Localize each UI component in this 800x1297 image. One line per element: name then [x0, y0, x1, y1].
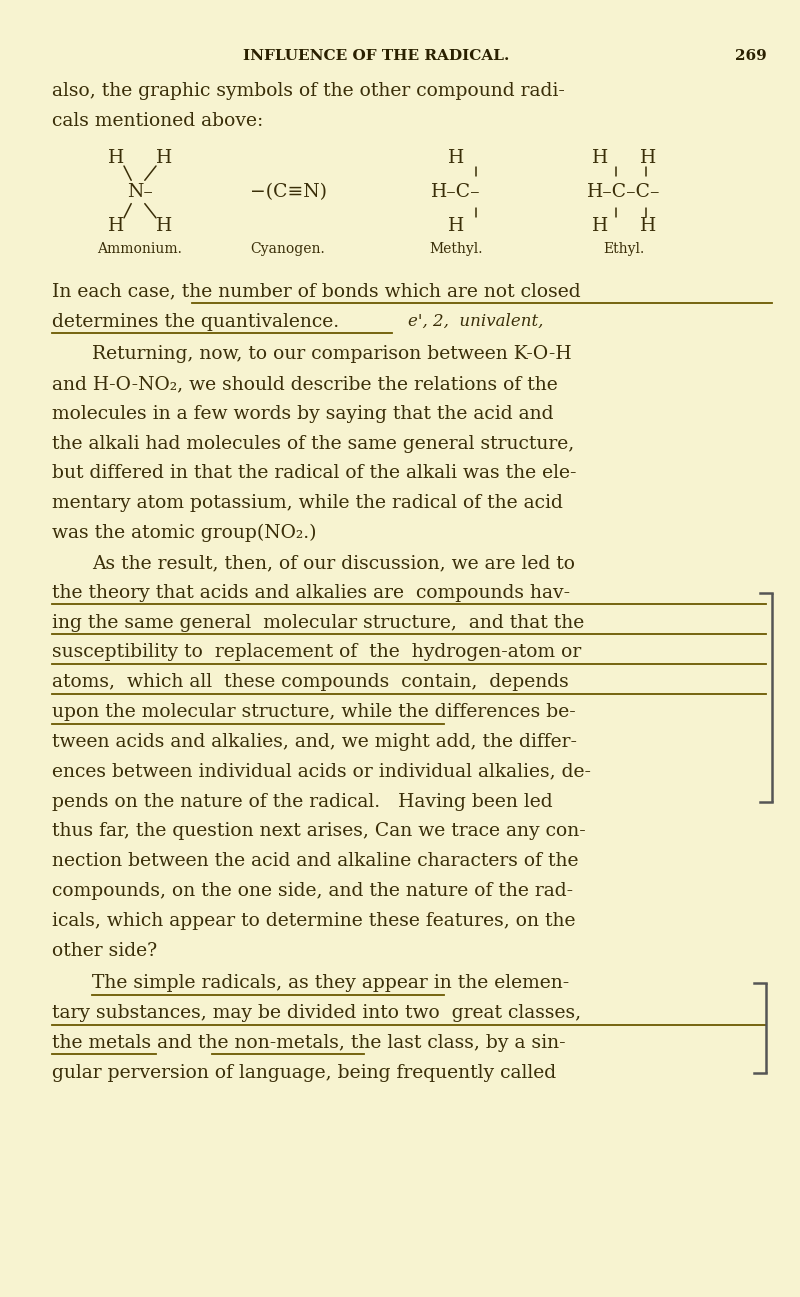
Text: Ammonium.: Ammonium.: [98, 243, 182, 256]
Text: upon the molecular structure, while the differences be-: upon the molecular structure, while the …: [52, 703, 576, 721]
Text: H: H: [108, 149, 124, 167]
Text: e', 2,  univalent,: e', 2, univalent,: [408, 313, 543, 331]
Text: Returning, now, to our comparison between K-O-H: Returning, now, to our comparison betwee…: [92, 345, 572, 363]
Text: mentary atom potassium, while the radical of the acid: mentary atom potassium, while the radica…: [52, 494, 563, 512]
Text: atoms,  which all  these compounds  contain,  depends: atoms, which all these compounds contain…: [52, 673, 569, 691]
Text: H: H: [640, 149, 656, 167]
Text: In each case, the number of bonds which are not closed: In each case, the number of bonds which …: [52, 283, 581, 301]
Text: H–C–: H–C–: [431, 183, 481, 201]
Text: As the result, then, of our discussion, we are led to: As the result, then, of our discussion, …: [92, 554, 575, 572]
Text: Ethyl.: Ethyl.: [603, 243, 645, 256]
Text: pends on the nature of the radical.   Having been led: pends on the nature of the radical. Havi…: [52, 792, 553, 811]
Text: tween acids and alkalies, and, we might add, the differ-: tween acids and alkalies, and, we might …: [52, 733, 577, 751]
Text: H–C–C–: H–C–C–: [587, 183, 661, 201]
Text: compounds, on the one side, and the nature of the rad-: compounds, on the one side, and the natu…: [52, 882, 573, 900]
Text: Methyl.: Methyl.: [430, 243, 482, 256]
Text: ing the same general  molecular structure,  and that the: ing the same general molecular structure…: [52, 613, 584, 632]
Text: molecules in a few words by saying that the acid and: molecules in a few words by saying that …: [52, 405, 554, 423]
Text: susceptibility to  replacement of  the  hydrogen-atom or: susceptibility to replacement of the hyd…: [52, 643, 582, 661]
Text: other side?: other side?: [52, 942, 157, 960]
Text: H: H: [592, 217, 608, 235]
Text: the theory that acids and alkalies are  compounds hav-: the theory that acids and alkalies are c…: [52, 584, 570, 602]
Text: and H-O-NO₂, we should describe the relations of the: and H-O-NO₂, we should describe the rela…: [52, 375, 558, 393]
Text: H: H: [108, 217, 124, 235]
Text: H: H: [156, 217, 172, 235]
Text: the alkali had molecules of the same general structure,: the alkali had molecules of the same gen…: [52, 434, 574, 453]
Text: icals, which appear to determine these features, on the: icals, which appear to determine these f…: [52, 912, 575, 930]
Text: ences between individual acids or individual alkalies, de-: ences between individual acids or indivi…: [52, 763, 591, 781]
Text: H: H: [448, 149, 464, 167]
Text: H: H: [156, 149, 172, 167]
Text: N–: N–: [127, 183, 153, 201]
Text: INFLUENCE OF THE RADICAL.: INFLUENCE OF THE RADICAL.: [243, 49, 509, 62]
Text: H: H: [448, 217, 464, 235]
Text: H: H: [640, 217, 656, 235]
Text: determines the quantivalence.: determines the quantivalence.: [52, 313, 339, 331]
Text: The simple radicals, as they appear in the elemen-: The simple radicals, as they appear in t…: [92, 974, 570, 992]
Text: nection between the acid and alkaline characters of the: nection between the acid and alkaline ch…: [52, 852, 578, 870]
Text: was the atomic group(NO₂.): was the atomic group(NO₂.): [52, 524, 317, 542]
Text: H: H: [592, 149, 608, 167]
Text: 269: 269: [734, 49, 766, 62]
Text: thus far, the question next arises, Can we trace any con-: thus far, the question next arises, Can …: [52, 822, 586, 840]
Text: gular perversion of language, being frequently called: gular perversion of language, being freq…: [52, 1064, 556, 1082]
Text: the metals and the non-metals, the last class, by a sin-: the metals and the non-metals, the last …: [52, 1034, 566, 1052]
Text: Cyanogen.: Cyanogen.: [250, 243, 326, 256]
Text: cals mentioned above:: cals mentioned above:: [52, 112, 263, 130]
Text: also, the graphic symbols of the other compound radi-: also, the graphic symbols of the other c…: [52, 82, 565, 100]
Text: −(C≡N): −(C≡N): [250, 183, 326, 201]
Text: but differed in that the radical of the alkali was the ele-: but differed in that the radical of the …: [52, 464, 577, 482]
Text: tary substances, may be divided into two  great classes,: tary substances, may be divided into two…: [52, 1004, 581, 1022]
